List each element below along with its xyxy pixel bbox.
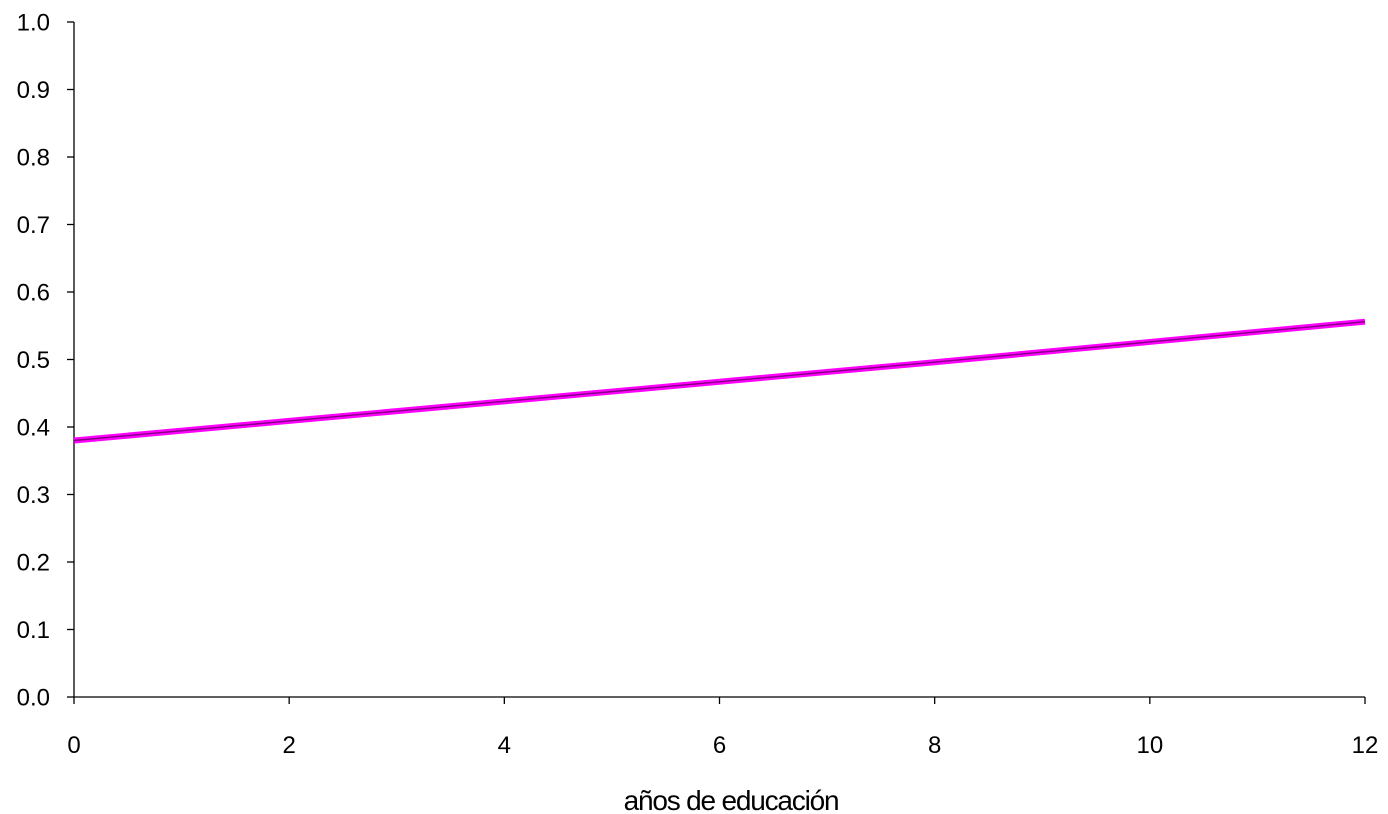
- y-tick-label: 0.6: [17, 280, 50, 307]
- series-line-core-0: [73, 321, 1366, 442]
- y-tick-label: 0.9: [17, 77, 50, 104]
- y-tick-label: 0.3: [17, 482, 50, 509]
- x-axis: 0 2 4 6 8 10 12: [67, 696, 1379, 759]
- x-tick-label: 10: [1136, 732, 1163, 759]
- y-tick-label: 0.1: [17, 617, 50, 644]
- x-tick-label: 0: [67, 732, 80, 759]
- y-tick-label: 1.0: [17, 10, 50, 37]
- x-tick-label: 6: [713, 732, 726, 759]
- y-tick-label: 0.5: [17, 347, 50, 374]
- x-tick-label: 2: [282, 732, 295, 759]
- y-tick-label: 0.7: [17, 212, 50, 239]
- y-tick-label: 0.2: [17, 550, 50, 577]
- y-tick-label: 0.0: [17, 685, 50, 712]
- x-tick-label: 12: [1352, 732, 1379, 759]
- y-tick-label: 0.8: [17, 145, 50, 172]
- series-layer: [73, 318, 1366, 444]
- y-tick-label: 0.4: [17, 415, 50, 442]
- x-tick-label: 4: [498, 732, 511, 759]
- y-axis: 0.0 0.1 0.2 0.3 0.4 0.5 0.6 0.7 0.8 0.9 1.0: [17, 10, 75, 712]
- x-axis-title: años de educación: [624, 785, 839, 814]
- x-tick-label: 8: [928, 732, 941, 759]
